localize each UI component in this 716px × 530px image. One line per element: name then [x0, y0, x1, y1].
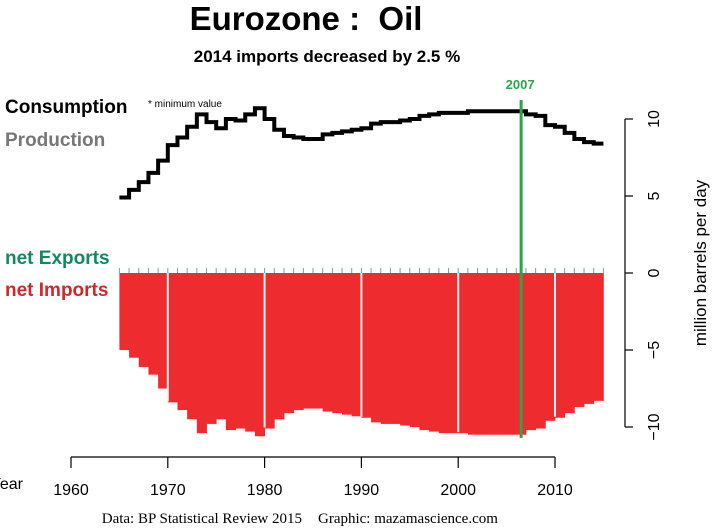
import-bar-1971	[177, 273, 188, 411]
x-tick-label: 2010	[537, 482, 573, 499]
x-tick-label: 1980	[247, 482, 283, 499]
import-bar-2013	[584, 273, 595, 404]
legend-consumption: Consumption	[5, 97, 127, 118]
import-bar-2003	[487, 273, 498, 435]
import-bar-1976	[225, 273, 236, 431]
import-bar-1973	[196, 273, 207, 434]
y-axis: 10 5 0 −5 −10	[624, 110, 663, 441]
import-bar-1967	[138, 273, 149, 367]
marker-label: 2007	[506, 77, 535, 92]
import-bar-2014	[593, 273, 604, 401]
import-bar-1997	[429, 273, 440, 432]
legend-net-exports: net Exports	[5, 248, 110, 269]
import-bar-2009	[545, 273, 556, 421]
import-bar-1990	[361, 273, 372, 418]
chart-subtitle: 2014 imports decreased by 2.5 %	[194, 47, 460, 66]
y-tick-label: 10	[646, 110, 663, 128]
import-bar-1995	[409, 273, 420, 427]
import-bar-1993	[390, 273, 401, 424]
import-bar-1979	[254, 273, 265, 437]
x-axis-label: Year	[0, 476, 24, 493]
import-bar-1980	[264, 273, 275, 429]
import-bar-2008	[535, 273, 546, 429]
import-bar-2010	[555, 273, 566, 418]
import-bar-2000	[458, 273, 469, 434]
import-bar-1999	[448, 273, 459, 434]
import-bar-1981	[274, 273, 285, 420]
import-bar-1968	[148, 273, 159, 375]
y-tick-label: 0	[646, 268, 663, 277]
import-bar-2001	[467, 273, 478, 435]
import-bar-1986	[322, 273, 333, 412]
credit-note: Graphic: mazamascience.com	[318, 511, 498, 527]
import-bar-1982	[283, 273, 295, 414]
decade-lines	[166, 273, 556, 433]
import-bar-1991	[371, 273, 382, 423]
import-bar-1983	[293, 273, 304, 411]
import-bar-2002	[477, 273, 488, 435]
import-bar-1970	[167, 273, 178, 403]
import-bar-1978	[245, 273, 256, 432]
import-bar-1987	[332, 273, 343, 414]
import-bar-2005	[506, 273, 517, 435]
year-ticks	[118, 268, 604, 273]
x-tick-label: 2000	[440, 482, 476, 499]
import-bar-1996	[419, 273, 430, 431]
consumption-line	[119, 106, 604, 200]
legend-net-imports: net Imports	[5, 280, 108, 301]
x-tick-label: 1970	[150, 482, 186, 499]
y-tick-label: 5	[646, 191, 663, 200]
import-bar-2011	[564, 273, 575, 414]
import-bar-2004	[496, 273, 507, 435]
import-bar-1985	[313, 273, 324, 409]
import-bar-2007	[525, 273, 537, 431]
import-bar-1965	[119, 273, 130, 350]
x-tick-label: 1990	[344, 482, 380, 499]
import-bar-1969	[158, 273, 169, 389]
import-bar-1975	[216, 273, 227, 420]
import-bar-1988	[342, 273, 353, 415]
import-bar-1974	[206, 273, 217, 424]
x-tick-label: 1960	[53, 482, 89, 499]
import-bar-1977	[235, 273, 246, 429]
legend-production: Production	[5, 130, 105, 151]
y-tick-label: −5	[646, 341, 663, 359]
import-bar-1998	[438, 273, 449, 434]
import-bar-2012	[574, 273, 585, 407]
source-note: Data: BP Statistical Review 2015	[102, 511, 302, 527]
import-bar-1992	[380, 273, 391, 424]
import-bar-1984	[303, 273, 314, 409]
import-bar-1994	[400, 273, 411, 426]
y-tick-label: −10	[646, 413, 663, 440]
import-bar-1966	[129, 273, 140, 358]
x-axis: 1960 1970 1980 1990 2000 2010	[53, 456, 573, 499]
chart-title: Eurozone : Oil	[190, 0, 423, 37]
y-axis-label: million barrels per day	[691, 179, 710, 346]
import-bar-1989	[351, 273, 362, 417]
legend-minimum-note: * minimum value	[148, 99, 222, 110]
import-bar-1972	[187, 273, 198, 420]
